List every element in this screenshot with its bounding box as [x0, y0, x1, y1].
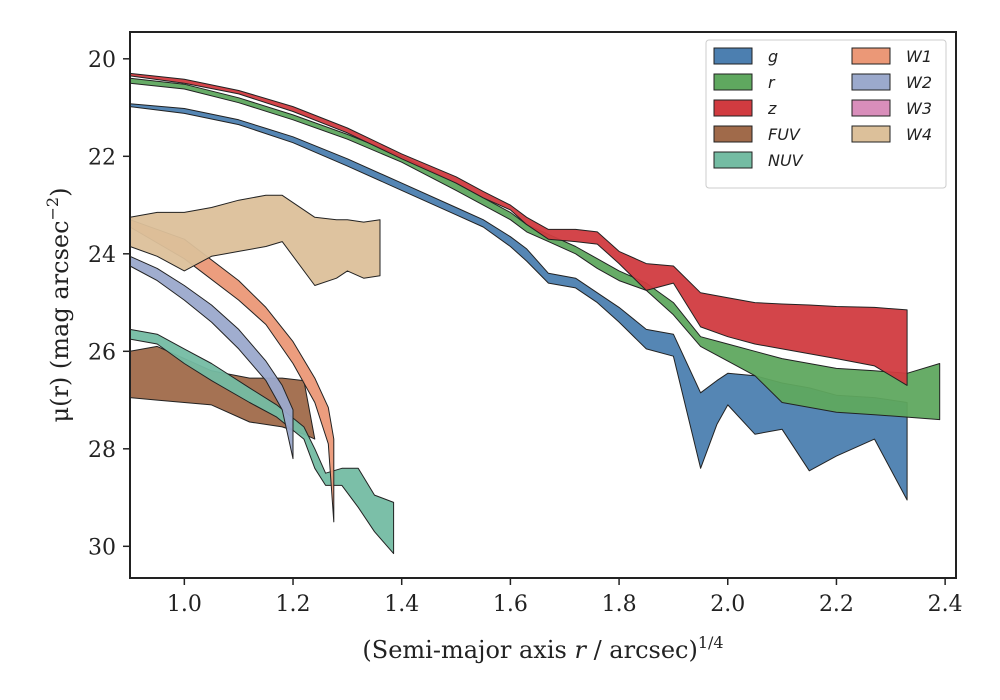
legend-label-fuv: FUV	[768, 125, 801, 144]
legend-swatch-r	[713, 73, 753, 91]
legend-swatch-nuv	[713, 151, 753, 169]
legend-label-w2: W2	[906, 73, 932, 92]
band-w1	[129, 219, 335, 523]
legend-label-w4: W4	[906, 125, 932, 144]
legend: grz FUV NUV W1 W2 W3 W4	[705, 39, 947, 189]
x-tick-label: 2.2	[819, 592, 854, 617]
band-nuv	[129, 328, 395, 555]
legend-label-nuv: NUV	[768, 151, 804, 170]
legend-swatch-w3	[851, 99, 891, 117]
band-w4	[129, 194, 381, 286]
legend-label-w1: W1	[906, 47, 932, 66]
x-axis: 1.0 1.2 1.4 1.6 1.8 2.0 2.2 2.4	[167, 578, 963, 617]
legend-swatch-w1	[851, 47, 891, 65]
x-axis-label: (Semi-major axis r / arcsec)1/4	[362, 633, 723, 664]
series-bands	[129, 72, 941, 555]
legend-label-r: r	[768, 73, 776, 92]
legend-swatch-g	[713, 47, 753, 65]
legend-label-w3: W3	[906, 99, 932, 118]
y-tick-label: 28	[88, 438, 116, 463]
legend-label-g: g	[768, 47, 778, 66]
x-tick-label: 1.8	[602, 592, 637, 617]
y-tick-label: 22	[88, 145, 116, 170]
x-tick-label: 1.2	[276, 592, 311, 617]
legend-swatch-fuv	[713, 125, 753, 143]
y-tick-label: 26	[88, 340, 116, 365]
y-tick-label: 20	[88, 48, 116, 73]
legend-swatch-z	[713, 99, 753, 117]
plot-frame	[129, 31, 957, 579]
x-tick-label: 2.0	[710, 592, 745, 617]
band-r	[129, 77, 941, 421]
y-tick-label: 24	[88, 243, 116, 268]
legend-swatch-w4	[851, 125, 891, 143]
x-tick-label: 2.4	[928, 592, 963, 617]
legend-items: grz FUV NUV W1 W2 W3 W4	[713, 47, 932, 170]
y-tick-label: 30	[88, 535, 116, 560]
y-axis-label: μ(r) (mag arcsec−2)	[43, 188, 74, 423]
legend-label-z: z	[767, 99, 777, 118]
x-tick-label: 1.0	[167, 592, 202, 617]
band-z	[129, 72, 908, 386]
x-tick-label: 1.4	[384, 592, 419, 617]
x-tick-label: 1.6	[493, 592, 528, 617]
band-w2	[129, 255, 294, 460]
legend-swatch-w2	[851, 73, 891, 91]
band-g	[129, 103, 908, 501]
y-axis: 20 22 24 26 28 30	[88, 48, 130, 560]
